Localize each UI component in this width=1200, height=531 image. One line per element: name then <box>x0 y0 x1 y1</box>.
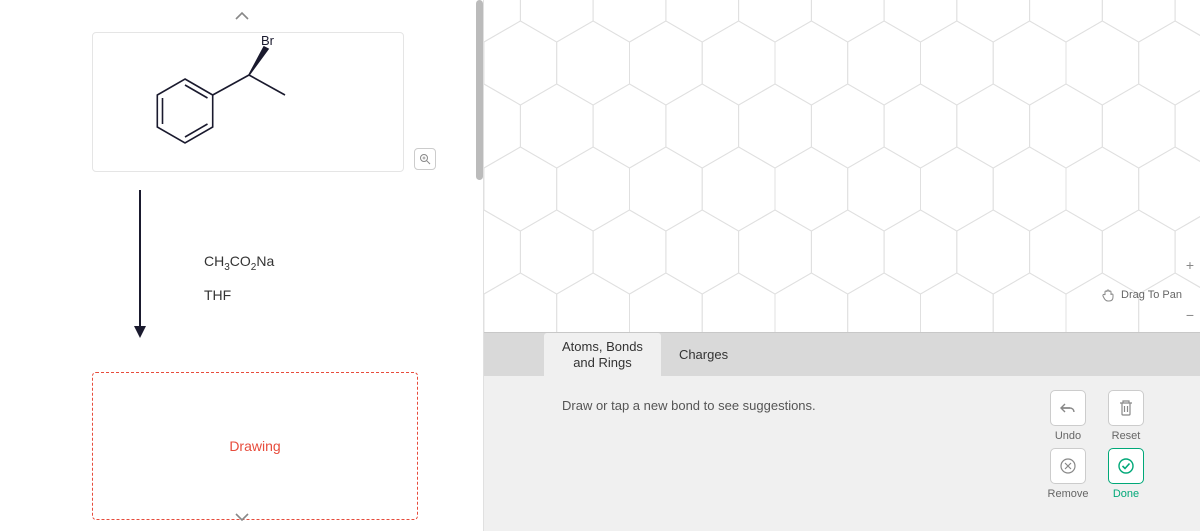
zoom-controls: + − <box>1182 258 1198 322</box>
undo-icon <box>1059 401 1077 415</box>
action-buttons: Undo Reset Remove <box>1042 390 1152 500</box>
zoom-out-button[interactable]: − <box>1186 308 1194 322</box>
drawing-target-box[interactable]: Drawing <box>92 372 418 520</box>
hand-icon <box>1101 288 1115 302</box>
reactant-molecule-box[interactable]: Br <box>92 32 404 172</box>
right-panel: Drag To Pan + − Atoms, Bonds and Rings C… <box>483 0 1200 531</box>
br-label: Br <box>261 33 275 48</box>
undo-button[interactable]: Undo <box>1042 390 1094 442</box>
drawing-canvas[interactable]: Drag To Pan + − <box>484 0 1200 332</box>
zoom-in-button[interactable]: + <box>1186 258 1194 272</box>
chevron-down-icon[interactable] <box>234 509 250 527</box>
hex-grid-background <box>484 0 1200 332</box>
reagent-line-1: CH3CO2Na <box>204 253 274 273</box>
zoom-molecule-button[interactable] <box>414 148 436 170</box>
reaction-arrow <box>132 190 148 338</box>
toolbar-area: Draw or tap a new bond to see suggestion… <box>484 376 1200 531</box>
trash-icon <box>1118 399 1134 417</box>
reagent-line-2: THF <box>204 287 231 303</box>
magnifier-icon <box>419 153 431 165</box>
drag-to-pan-hint: Drag To Pan <box>1101 288 1182 302</box>
drawing-label: Drawing <box>229 438 280 454</box>
reactant-structure: Br <box>93 33 405 173</box>
done-button[interactable]: Done <box>1100 448 1152 500</box>
left-scrollbar[interactable] <box>476 0 483 531</box>
remove-icon <box>1059 457 1077 475</box>
chevron-up-icon[interactable] <box>234 8 250 26</box>
reset-button[interactable]: Reset <box>1100 390 1152 442</box>
scrollbar-thumb[interactable] <box>476 0 483 180</box>
tab-charges[interactable]: Charges <box>661 341 746 369</box>
hint-text: Draw or tap a new bond to see suggestion… <box>562 398 816 413</box>
left-panel: Br CH3CO2Na THF Drawing <box>0 0 483 531</box>
tabs-bar: Atoms, Bonds and Rings Charges <box>484 332 1200 376</box>
remove-button[interactable]: Remove <box>1042 448 1094 500</box>
tab-atoms-bonds-rings[interactable]: Atoms, Bonds and Rings <box>544 333 661 376</box>
check-icon <box>1117 457 1135 475</box>
